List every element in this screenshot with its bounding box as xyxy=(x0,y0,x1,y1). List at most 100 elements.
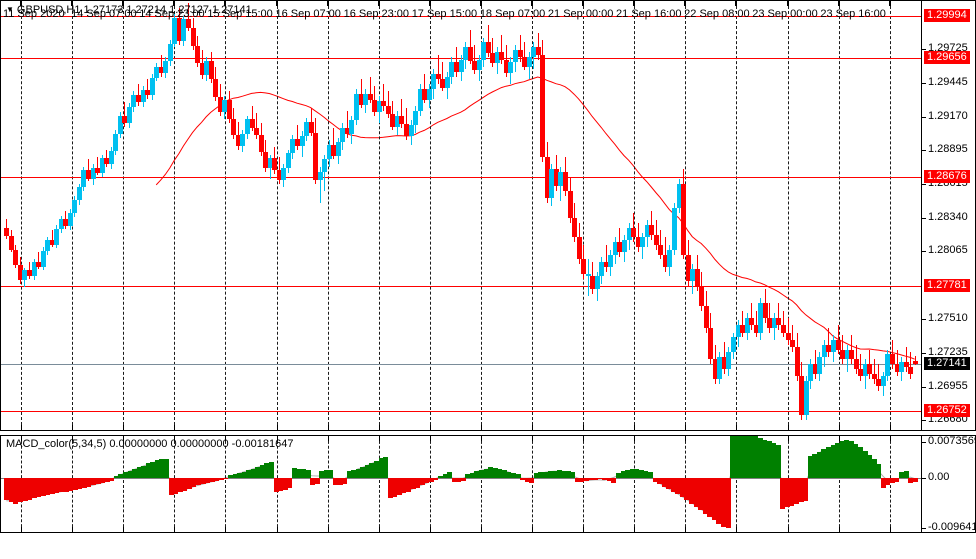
candlestick[interactable] xyxy=(776,317,781,326)
candlestick[interactable] xyxy=(522,57,527,67)
candlestick[interactable] xyxy=(431,74,436,89)
candlestick[interactable] xyxy=(822,344,827,357)
candlestick[interactable] xyxy=(354,93,359,121)
candlestick[interactable] xyxy=(381,100,386,106)
candlestick[interactable] xyxy=(236,135,241,147)
candlestick[interactable] xyxy=(318,171,323,181)
candlestick[interactable] xyxy=(604,261,609,267)
candlestick[interactable] xyxy=(81,170,86,188)
candlestick[interactable] xyxy=(86,170,91,179)
candlestick[interactable] xyxy=(790,339,795,348)
candlestick[interactable] xyxy=(477,59,482,71)
candlestick[interactable] xyxy=(336,142,341,156)
candlestick[interactable] xyxy=(395,115,400,127)
candlestick[interactable] xyxy=(577,237,582,260)
candlestick[interactable] xyxy=(91,167,96,179)
candlestick[interactable] xyxy=(209,60,214,79)
candlestick[interactable] xyxy=(436,74,441,79)
candlestick[interactable] xyxy=(736,325,741,338)
candlestick[interactable] xyxy=(854,359,859,370)
candlestick[interactable] xyxy=(699,286,704,306)
candlestick[interactable] xyxy=(772,317,777,328)
candlestick[interactable] xyxy=(486,42,491,54)
current-price-badge[interactable]: 1.27141 xyxy=(924,357,970,371)
price-level-badge[interactable]: 1.27781 xyxy=(924,279,970,293)
candlestick[interactable] xyxy=(218,97,223,112)
candlestick[interactable] xyxy=(145,89,150,95)
candlestick[interactable] xyxy=(231,119,236,136)
candlestick[interactable] xyxy=(163,60,168,73)
candlestick[interactable] xyxy=(95,167,100,173)
price-level-badge[interactable]: 1.29656 xyxy=(924,50,970,64)
candlestick[interactable] xyxy=(191,27,196,47)
candlestick[interactable] xyxy=(499,52,504,60)
candlestick[interactable] xyxy=(608,254,613,267)
candlestick[interactable] xyxy=(763,303,768,318)
candlestick[interactable] xyxy=(268,158,273,168)
candlestick[interactable] xyxy=(127,107,132,123)
candlestick[interactable] xyxy=(100,158,105,173)
candlestick[interactable] xyxy=(472,60,477,71)
candlestick[interactable] xyxy=(150,77,155,95)
candlestick[interactable] xyxy=(41,250,46,267)
candlestick[interactable] xyxy=(513,49,518,62)
candlestick[interactable] xyxy=(399,115,404,125)
candlestick[interactable] xyxy=(459,59,464,72)
candlestick[interactable] xyxy=(804,381,809,416)
candlestick[interactable] xyxy=(885,354,890,377)
candlestick[interactable] xyxy=(640,237,645,248)
candlestick[interactable] xyxy=(200,63,205,76)
candlestick[interactable] xyxy=(404,124,409,137)
candlestick[interactable] xyxy=(826,344,831,352)
candlestick[interactable] xyxy=(250,119,255,128)
candlestick[interactable] xyxy=(840,349,845,360)
candlestick[interactable] xyxy=(122,115,127,123)
candlestick[interactable] xyxy=(731,337,736,352)
candlestick[interactable] xyxy=(372,99,377,112)
candlestick[interactable] xyxy=(895,364,900,372)
candlestick[interactable] xyxy=(631,227,636,238)
candlestick[interactable] xyxy=(495,52,500,64)
current-price-line[interactable] xyxy=(1,364,922,366)
candlestick[interactable] xyxy=(904,361,909,367)
candlestick[interactable] xyxy=(672,208,677,250)
candlestick[interactable] xyxy=(13,249,18,266)
candlestick[interactable] xyxy=(409,125,414,137)
candlestick[interactable] xyxy=(154,66,159,78)
price-level-badge[interactable]: 1.28676 xyxy=(924,169,970,183)
candlestick[interactable] xyxy=(572,217,577,238)
candlestick[interactable] xyxy=(836,339,841,350)
candlestick[interactable] xyxy=(481,42,486,60)
candlestick[interactable] xyxy=(295,138,300,147)
candlestick[interactable] xyxy=(563,171,568,192)
candlestick[interactable] xyxy=(849,349,854,360)
candlestick[interactable] xyxy=(881,376,886,387)
candlestick[interactable] xyxy=(613,242,618,255)
chevron-down-icon[interactable]: ▼ xyxy=(6,5,14,15)
candlestick[interactable] xyxy=(263,152,268,168)
candlestick[interactable] xyxy=(622,239,627,253)
candlestick[interactable] xyxy=(581,259,586,274)
price-axis[interactable]: 1.29725 1.29445 1.29170 1.28895 1.28615 1.283… xyxy=(921,1,975,430)
candlestick[interactable] xyxy=(508,61,513,73)
candlestick[interactable] xyxy=(536,47,541,55)
candlestick[interactable] xyxy=(290,138,295,154)
candlestick[interactable] xyxy=(681,183,686,255)
candlestick[interactable] xyxy=(713,359,718,379)
candlestick[interactable] xyxy=(754,325,759,333)
candlestick[interactable] xyxy=(277,170,282,181)
candlestick[interactable] xyxy=(440,79,445,88)
candlestick[interactable] xyxy=(131,94,136,108)
candlestick[interactable] xyxy=(490,53,495,64)
candlestick[interactable] xyxy=(141,89,146,103)
candlestick[interactable] xyxy=(222,99,227,112)
candlestick[interactable] xyxy=(195,46,200,64)
candlestick[interactable] xyxy=(690,269,695,282)
candlestick[interactable] xyxy=(304,121,309,137)
candlestick[interactable] xyxy=(345,127,350,134)
candlestick[interactable] xyxy=(745,317,750,333)
candlestick[interactable] xyxy=(872,373,877,379)
candlestick[interactable] xyxy=(586,274,591,277)
candlestick[interactable] xyxy=(667,249,672,267)
candlestick[interactable] xyxy=(104,158,109,165)
